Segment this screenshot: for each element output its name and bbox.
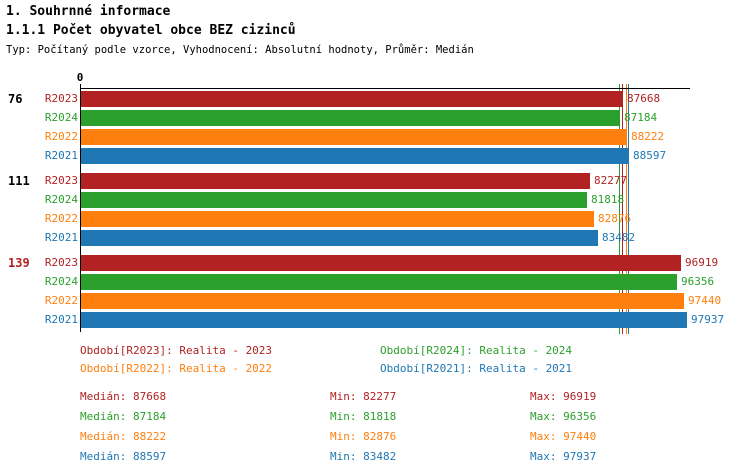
bar-period-label: R2021 (44, 149, 78, 162)
stat-max: Max: 96356 (530, 410, 597, 423)
bar (81, 274, 677, 290)
bar (81, 192, 587, 208)
bar-period-label: R2021 (44, 313, 78, 326)
bar-period-label: R2022 (44, 294, 78, 307)
median-line (626, 84, 627, 334)
bar-value-label: 82876 (598, 212, 632, 225)
bar-period-label: R2022 (44, 130, 78, 143)
axis-origin-label: 0 (76, 71, 84, 84)
bar-period-label: R2023 (44, 174, 78, 187)
bar-value-label: 97440 (688, 294, 722, 307)
stat-min: Min: 83482 (330, 450, 397, 463)
stat-median: Medián: 87668 (80, 390, 167, 403)
stat-min: Min: 82876 (330, 430, 397, 443)
bar-period-label: R2024 (44, 193, 78, 206)
bar (81, 91, 623, 107)
bar-period-label: R2021 (44, 231, 78, 244)
bar-value-label: 96919 (685, 256, 719, 269)
stats-table: Medián: 87668 Min: 82277 Max: 96919 Medián:… (0, 390, 750, 476)
bar (81, 110, 620, 126)
stat-median: Medián: 88597 (80, 450, 167, 463)
median-line (628, 84, 629, 334)
chart-subtitle: Typ: Počítaný podle vzorce, Vyhodnocení:… (6, 44, 474, 56)
bar (81, 312, 687, 328)
stat-max: Max: 97440 (530, 430, 597, 443)
stat-min: Min: 81818 (330, 410, 397, 423)
bar-value-label: 81818 (591, 193, 625, 206)
bar-period-label: R2023 (44, 92, 78, 105)
bar-period-label: R2022 (44, 212, 78, 225)
bar (81, 148, 629, 164)
legend: Období[R2023]: Realita - 2023 Období[R202… (0, 344, 750, 384)
chart-title: 1.1.1 Počet obyvatel obce BEZ cizinců (6, 23, 296, 38)
stat-max: Max: 96919 (530, 390, 597, 403)
legend-item: Období[R2021]: Realita - 2021 (380, 362, 573, 375)
stat-median: Medián: 87184 (80, 410, 167, 423)
section-title: 1. Souhrnné informace (6, 4, 171, 19)
bar (81, 230, 598, 246)
legend-item: Období[R2022]: Realita - 2022 (80, 362, 273, 375)
bar (81, 255, 681, 271)
bar-value-label: 83482 (602, 231, 636, 244)
bar-period-label: R2023 (44, 256, 78, 269)
median-line (619, 84, 620, 334)
group-label: 139 (8, 256, 30, 270)
bar-value-label: 88222 (631, 130, 665, 143)
stat-median: Medián: 88222 (80, 430, 167, 443)
bar (81, 211, 594, 227)
stat-max: Max: 97937 (530, 450, 597, 463)
legend-item: Období[R2023]: Realita - 2023 (80, 344, 273, 357)
median-line (622, 84, 623, 334)
bar-value-label: 87184 (624, 111, 658, 124)
bar-value-label: 87668 (627, 92, 661, 105)
group-label: 76 (8, 92, 23, 106)
group-label: 111 (8, 174, 30, 188)
bar-value-label: 97937 (691, 313, 725, 326)
legend-item: Období[R2024]: Realita - 2024 (380, 344, 573, 357)
bar-period-label: R2024 (44, 275, 78, 288)
bar-period-label: R2024 (44, 111, 78, 124)
bar-chart: 0 76 R2023 87668 R2024 87184 R2022 88222 R2021 8… (0, 70, 750, 342)
bar (81, 293, 684, 309)
bar (81, 173, 590, 189)
bar-value-label: 96356 (681, 275, 715, 288)
stat-min: Min: 82277 (330, 390, 397, 403)
bar-value-label: 82277 (594, 174, 628, 187)
bar (81, 129, 627, 145)
axis-top-line (80, 88, 690, 89)
bar-value-label: 88597 (633, 149, 667, 162)
axis-left-line (80, 84, 81, 332)
